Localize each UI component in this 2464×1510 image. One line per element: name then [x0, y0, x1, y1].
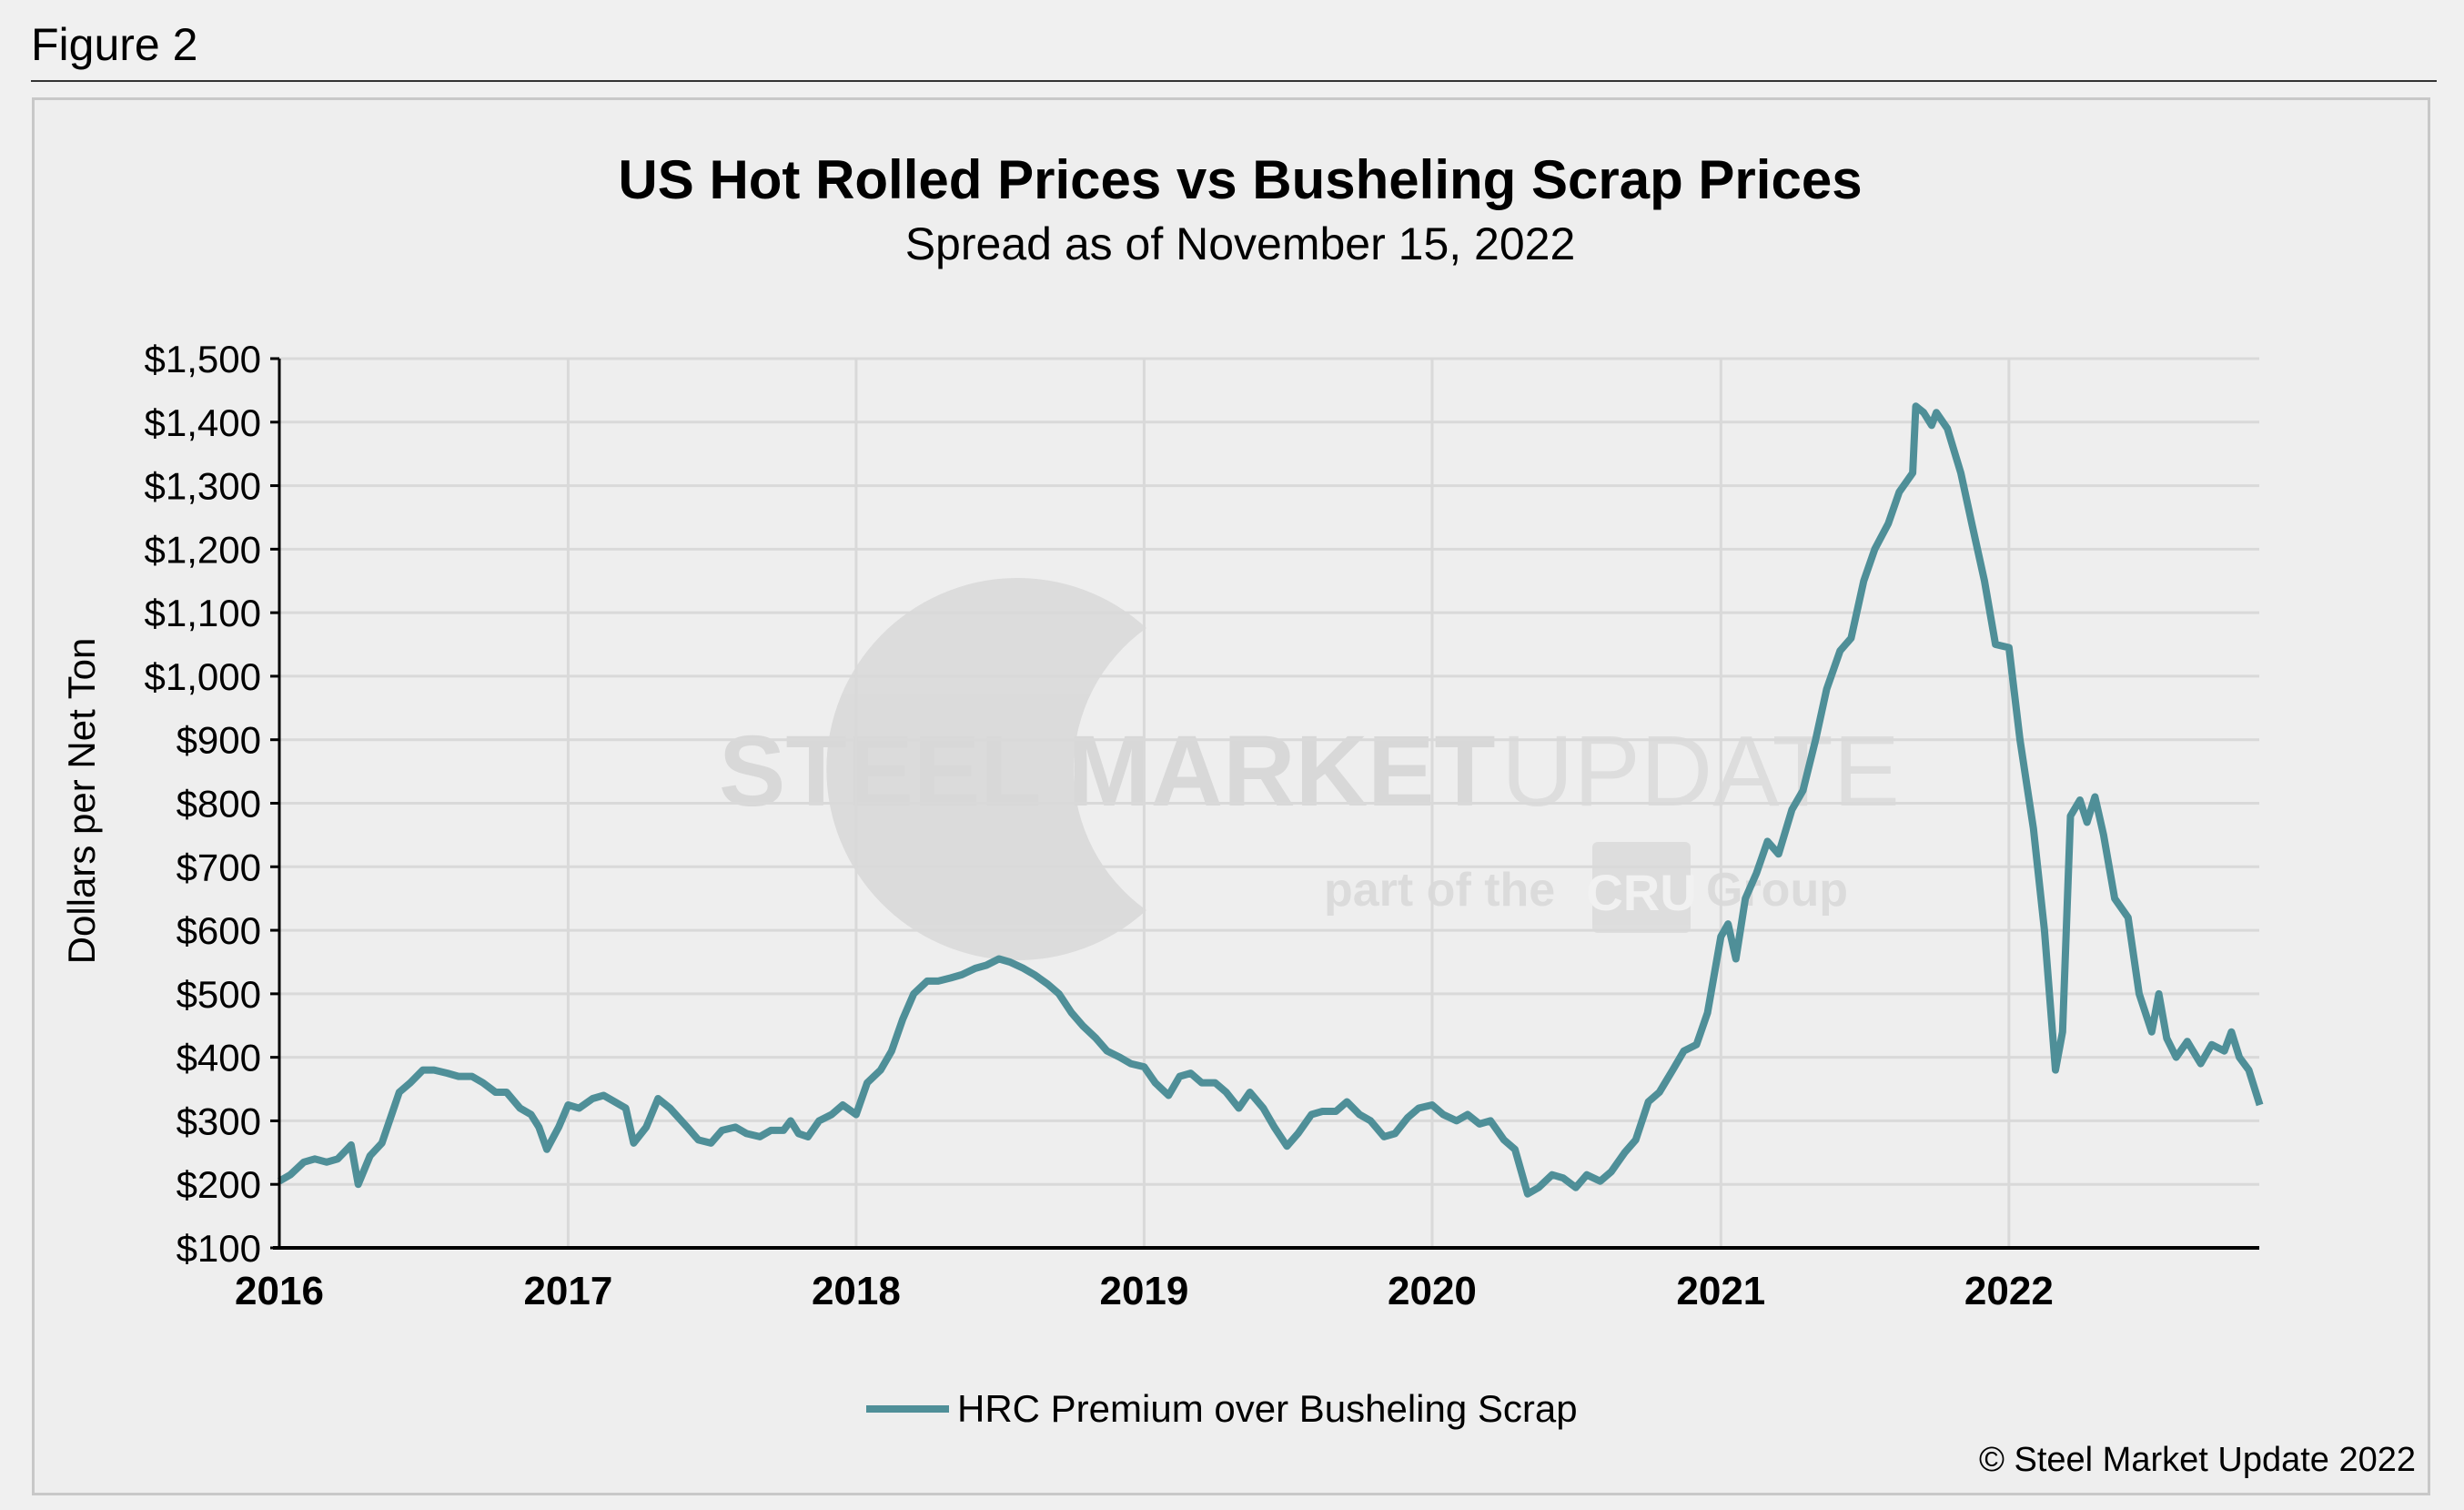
y-tick-label: $1,400 — [145, 401, 261, 444]
watermark-text-light: UPDATE — [1501, 715, 1900, 827]
y-tick-label: $1,000 — [145, 655, 261, 698]
y-tick-label: $800 — [177, 783, 261, 826]
x-axis-ticks: 2016 2017 2018 2019 2020 2021 2022 — [235, 1269, 2054, 1313]
y-tick-label: $600 — [177, 909, 261, 952]
series-points — [278, 406, 2260, 1194]
chart-subtitle: Spread as of November 15, 2022 — [905, 218, 1576, 269]
x-tick-label: 2016 — [235, 1269, 324, 1313]
watermark-logo: STEEL MARKET UPDATE part of the CRU Grou… — [719, 577, 1900, 960]
figure-label: Figure 2 — [31, 19, 198, 70]
copyright: © Steel Market Update 2022 — [1979, 1441, 2416, 1479]
y-tick-label: $900 — [177, 719, 261, 762]
legend-label: HRC Premium over Busheling Scrap — [957, 1387, 1578, 1430]
watermark-swoosh — [826, 577, 1146, 960]
chart-title: US Hot Rolled Prices vs Busheling Scrap … — [618, 149, 1862, 210]
y-tick-label: $1,300 — [145, 465, 261, 508]
watermark-part-of: part of the — [1324, 864, 1555, 917]
y-tick-label: $300 — [177, 1100, 261, 1142]
y-tick-label: $1,500 — [145, 338, 261, 380]
y-axis-ticks: $100 $200 $300 $400 $500 $600 $700 $800 $900 $1,0… — [145, 338, 279, 1270]
y-axis-label: Dollars per Net Ton — [60, 638, 103, 965]
watermark-text-bold: STEEL MARKET — [719, 715, 1496, 827]
watermark-group: Group — [1706, 864, 1848, 917]
y-tick-label: $1,200 — [145, 528, 261, 571]
x-tick-label: 2020 — [1388, 1269, 1477, 1313]
x-tick-label: 2022 — [1964, 1269, 2054, 1313]
legend: HRC Premium over Busheling Scrap — [866, 1387, 1578, 1430]
y-tick-label: $1,100 — [145, 592, 261, 634]
x-tick-label: 2018 — [812, 1269, 901, 1313]
y-tick-label: $100 — [177, 1227, 261, 1270]
watermark-cru: CRU — [1586, 864, 1696, 921]
watermark-cru-box — [1592, 842, 1691, 933]
y-tick-label: $500 — [177, 973, 261, 1016]
y-tick-label: $200 — [177, 1163, 261, 1206]
figure-divider — [31, 80, 2437, 82]
x-tick-label: 2021 — [1676, 1269, 1765, 1313]
y-tick-label: $400 — [177, 1037, 261, 1079]
x-tick-label: 2019 — [1099, 1269, 1188, 1313]
x-tick-label: 2017 — [523, 1269, 612, 1313]
y-tick-label: $700 — [177, 846, 261, 888]
